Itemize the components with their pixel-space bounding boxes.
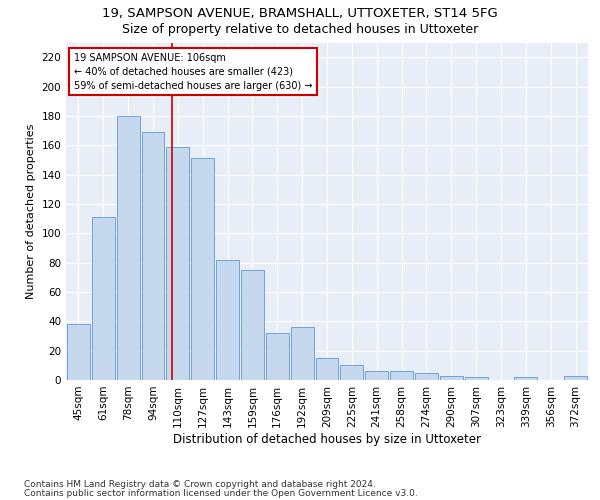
Bar [216,260,239,380]
Bar [365,371,388,380]
Bar [440,376,463,380]
Bar [465,377,488,380]
Bar [390,371,413,380]
Bar [117,116,140,380]
Bar [92,217,115,380]
Bar [191,158,214,380]
Text: Size of property relative to detached houses in Uttoxeter: Size of property relative to detached ho… [122,22,478,36]
Bar [415,372,438,380]
Text: Contains public sector information licensed under the Open Government Licence v3: Contains public sector information licen… [24,488,418,498]
Text: Contains HM Land Registry data © Crown copyright and database right 2024.: Contains HM Land Registry data © Crown c… [24,480,376,489]
Bar [316,358,338,380]
X-axis label: Distribution of detached houses by size in Uttoxeter: Distribution of detached houses by size … [173,432,481,446]
Bar [291,327,314,380]
Bar [564,376,587,380]
Y-axis label: Number of detached properties: Number of detached properties [26,124,36,299]
Bar [67,324,90,380]
Bar [266,333,289,380]
Bar [340,366,363,380]
Bar [514,377,537,380]
Bar [241,270,264,380]
Text: 19, SAMPSON AVENUE, BRAMSHALL, UTTOXETER, ST14 5FG: 19, SAMPSON AVENUE, BRAMSHALL, UTTOXETER… [102,8,498,20]
Bar [142,132,164,380]
Bar [166,146,189,380]
Text: 19 SAMPSON AVENUE: 106sqm
← 40% of detached houses are smaller (423)
59% of semi: 19 SAMPSON AVENUE: 106sqm ← 40% of detac… [74,52,313,90]
